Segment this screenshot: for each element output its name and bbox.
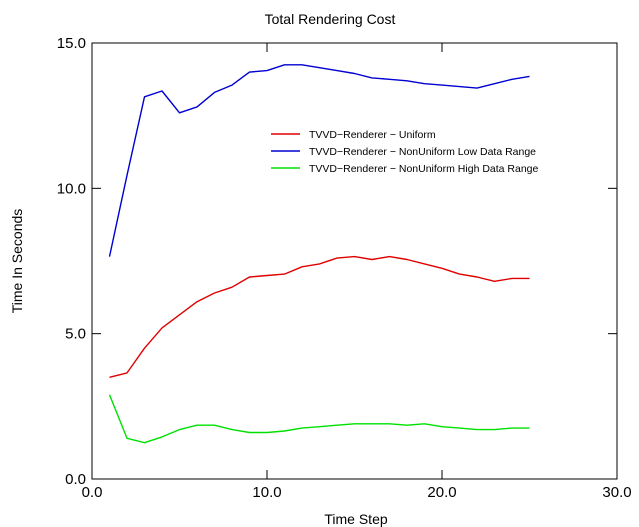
series-line-1 xyxy=(109,255,530,378)
x-tick-label: 30.0 xyxy=(602,484,631,501)
legend: TVVD−Renderer − Uniform TVVD−Renderer − N… xyxy=(271,129,539,175)
x-tick-label: 20.0 xyxy=(427,484,456,501)
y-tick-label: 10.0 xyxy=(57,180,86,197)
legend-label-1: TVVD−Renderer − Uniform xyxy=(309,129,436,141)
x-tick-label: 0.0 xyxy=(82,484,103,501)
series-line-3 xyxy=(108,394,530,444)
plot-frame xyxy=(91,42,618,480)
series-line-2 xyxy=(108,64,530,257)
axis-ticks xyxy=(91,42,618,480)
y-tick-label: 15.0 xyxy=(57,35,86,52)
legend-label-2: TVVD−Renderer − NonUniform Low Data Rang… xyxy=(309,146,536,158)
y-tick-label: 5.0 xyxy=(65,326,86,343)
y-axis-label: Time In Seconds xyxy=(9,209,25,314)
chart-title: Total Rendering Cost xyxy=(265,11,396,27)
x-axis-label: Time Step xyxy=(324,511,387,527)
y-tick-label: 0.0 xyxy=(65,471,86,488)
x-tick-label: 10.0 xyxy=(252,484,281,501)
series-lines xyxy=(108,64,530,444)
tick-labels: 0.0 10.0 20.0 30.0 0.0 5.0 10.0 15.0 xyxy=(57,35,632,501)
legend-label-3: TVVD−Renderer − NonUniform High Data Ran… xyxy=(309,163,539,175)
